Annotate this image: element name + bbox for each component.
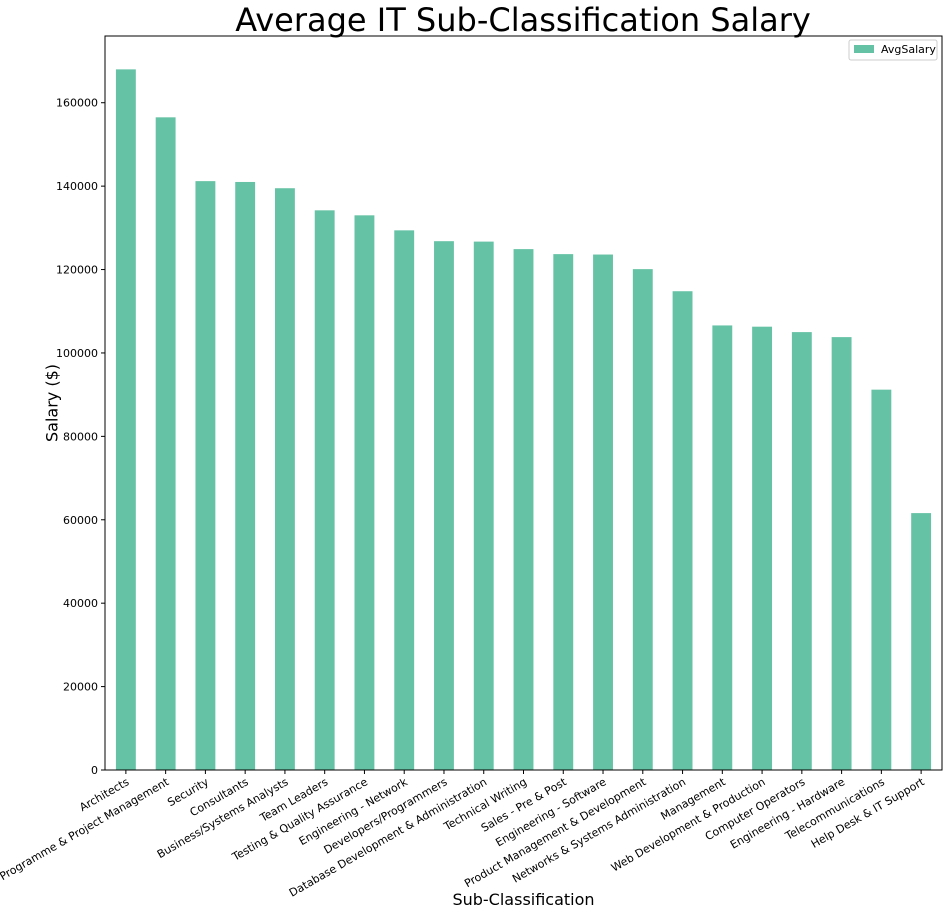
y-tick-label-3: 60000 <box>63 514 98 527</box>
bar-8 <box>434 241 454 770</box>
y-tick-label-4: 80000 <box>63 430 98 443</box>
bar-13 <box>632 269 653 770</box>
bar-20 <box>911 513 932 770</box>
bar-15 <box>712 325 733 770</box>
bars-group <box>115 69 932 771</box>
y-tick-label-5: 100000 <box>56 347 98 360</box>
y-tick-label-2: 40000 <box>63 597 98 610</box>
y-tick-label-0: 0 <box>91 764 98 777</box>
bar-2 <box>195 181 216 770</box>
x-axis-label: Sub-Classification <box>452 890 594 909</box>
y-tick-label-8: 160000 <box>56 97 98 110</box>
y-axis-ticks: 0 20000 40000 60000 80000 100000 120000 140000 1… <box>56 97 105 777</box>
bar-19 <box>871 389 892 770</box>
bar-9 <box>473 241 494 771</box>
x-tick-label-1: Programme & Project Management <box>0 775 172 883</box>
chart-title: Average IT Sub-Classification Salary <box>235 1 811 39</box>
bar-11 <box>553 254 574 771</box>
y-tick-label-7: 140000 <box>56 180 98 193</box>
bar-14 <box>672 291 693 770</box>
bar-5 <box>314 210 335 770</box>
bar-18 <box>831 337 852 770</box>
bar-6 <box>354 215 375 771</box>
y-tick-label-1: 20000 <box>63 681 98 694</box>
bar-12 <box>593 254 613 771</box>
bar-17 <box>791 332 812 770</box>
legend-label: AvgSalary <box>881 43 936 56</box>
plot-frame <box>104 35 943 771</box>
bar-1 <box>155 117 176 771</box>
y-tick-label-6: 120000 <box>56 264 98 277</box>
bar-4 <box>274 188 295 771</box>
legend: AvgSalary <box>848 39 938 61</box>
bar-16 <box>752 326 773 770</box>
legend-swatch <box>854 45 874 53</box>
bar-7 <box>394 230 415 770</box>
bar-3 <box>235 181 256 770</box>
y-axis-label: Salary ($) <box>43 364 62 442</box>
bar-10 <box>513 249 534 770</box>
bar-0 <box>115 69 136 770</box>
